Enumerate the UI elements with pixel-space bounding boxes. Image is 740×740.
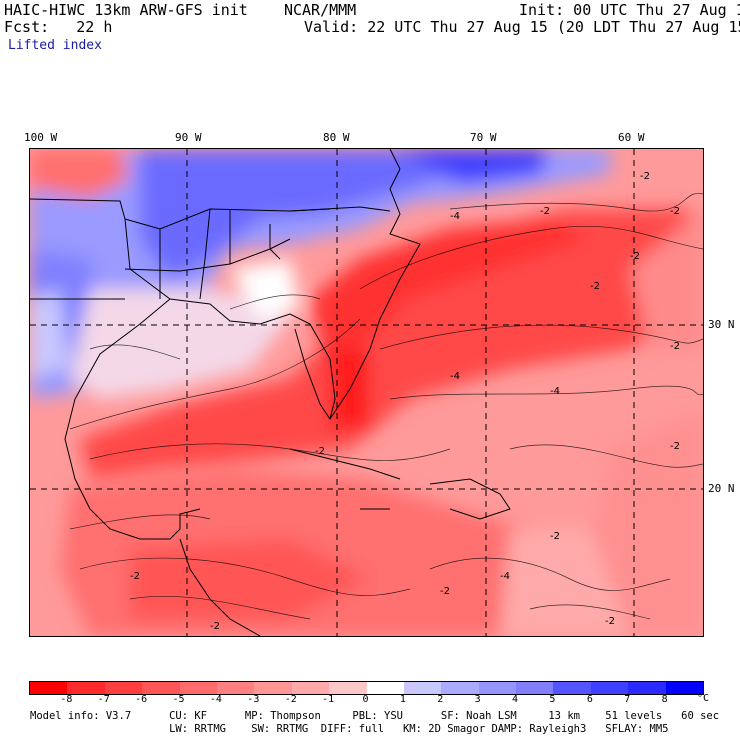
- colorbar-tick-label: -5: [172, 694, 185, 705]
- contour-label: -2: [605, 616, 615, 627]
- colorbar-swatch: [30, 682, 68, 694]
- contour-label: -2: [670, 341, 680, 352]
- colorbar-swatch: [254, 682, 292, 694]
- contour-label: -4: [550, 386, 560, 397]
- lon-label-70w: 70 W: [470, 131, 497, 144]
- colorbar: [29, 681, 704, 695]
- model-info-line-2: LW: RRTMG SW: RRTMG DIFF: full KM: 2D Sm…: [30, 723, 669, 735]
- colorbar-swatch: [142, 682, 180, 694]
- colorbar-ticks: -8 -7 -6 -5 -4 -3 -2 -1 0 1 2 3 4 5 6 7 8: [29, 694, 702, 706]
- colorbar-swatch: [516, 682, 554, 694]
- colorbar-tick-label: -8: [60, 694, 73, 705]
- contour-label: -2: [550, 531, 560, 542]
- colorbar-swatch: [553, 682, 591, 694]
- contour-label: -4: [500, 571, 510, 582]
- colorbar-swatch: [478, 682, 517, 694]
- lon-label-80w: 80 W: [323, 131, 350, 144]
- lat-label-30n: 30 N: [708, 318, 735, 331]
- colorbar-swatch: [104, 682, 143, 694]
- colorbar-unit: °C: [697, 693, 710, 704]
- contour-label: -2: [640, 171, 650, 182]
- colorbar-tick-label: 2: [437, 694, 444, 705]
- colorbar-swatch: [665, 682, 704, 694]
- lon-label-100w: 100 W: [24, 131, 58, 144]
- init-time: Init: 00 UTC Thu 27 Aug 15: [519, 1, 740, 19]
- lat-lon-grid: [30, 149, 703, 636]
- colorbar-tick-label: 5: [549, 694, 556, 705]
- lat-label-20n: 20 N: [708, 482, 735, 495]
- colorbar-swatch: [366, 682, 404, 694]
- forecast-hour: Fcst: 22 h: [4, 18, 113, 36]
- contour-label: -4: [450, 211, 460, 222]
- colorbar-tick-label: 1: [399, 694, 406, 705]
- colorbar-tick-label: 8: [661, 694, 668, 705]
- colorbar-tick-label: -1: [322, 694, 335, 705]
- field-shading: [30, 149, 703, 636]
- valid-time: Valid: 22 UTC Thu 27 Aug 15 (20 LDT Thu …: [304, 18, 740, 36]
- model-title: HAIC-HIWC 13km ARW-GFS init NCAR/MMM: [4, 1, 357, 19]
- contour-label: -2: [540, 206, 550, 217]
- contour-label: -4: [450, 371, 460, 382]
- colorbar-swatch: [216, 682, 255, 694]
- contour-label: -2: [590, 281, 600, 292]
- colorbar-swatch: [329, 682, 367, 694]
- contour-label: -2: [315, 446, 325, 457]
- colorbar-swatch: [441, 682, 479, 694]
- colorbar-swatch: [291, 682, 330, 694]
- colorbar-swatch: [628, 682, 666, 694]
- coastlines: [30, 149, 511, 636]
- colorbar-swatch: [67, 682, 105, 694]
- contours: [69, 193, 703, 620]
- colorbar-tick-label: 4: [512, 694, 519, 705]
- lifted-index-map: -2 -4 -2 -2 -4 -4 -2 -2 -2 -2 -4 -2 -2 -…: [29, 148, 704, 637]
- colorbar-tick-label: 7: [624, 694, 631, 705]
- colorbar-tick-label: -6: [135, 694, 148, 705]
- contour-label: -2: [440, 586, 450, 597]
- colorbar-tick-label: -3: [247, 694, 260, 705]
- colorbar-swatch: [403, 682, 442, 694]
- colorbar-swatch: [179, 682, 217, 694]
- contour-label: -2: [670, 441, 680, 452]
- contour-label: -2: [210, 621, 220, 632]
- contour-label: -2: [130, 571, 140, 582]
- contour-label: -2: [670, 206, 680, 217]
- lon-label-60w: 60 W: [618, 131, 645, 144]
- colorbar-tick-label: 0: [362, 694, 369, 705]
- field-name: Lifted index: [8, 38, 102, 53]
- contour-label: -2: [630, 251, 640, 262]
- lon-label-90w: 90 W: [175, 131, 202, 144]
- colorbar-tick-label: -4: [209, 694, 222, 705]
- colorbar-tick-label: 6: [586, 694, 593, 705]
- colorbar-tick-label: -2: [284, 694, 297, 705]
- colorbar-tick-label: -7: [97, 694, 110, 705]
- model-info-line-1: Model info: V3.7 CU: KF MP: Thompson PBL…: [30, 710, 720, 722]
- colorbar-swatch: [590, 682, 629, 694]
- colorbar-tick-label: 3: [474, 694, 481, 705]
